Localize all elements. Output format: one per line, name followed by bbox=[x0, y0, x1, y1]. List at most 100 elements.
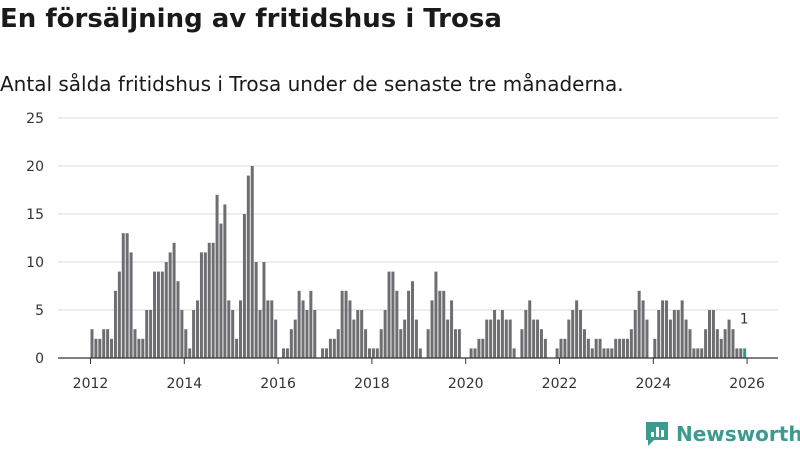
bar bbox=[321, 348, 325, 358]
bar bbox=[610, 348, 614, 358]
brand-name: Newsworthy bbox=[676, 422, 800, 446]
bar bbox=[328, 338, 332, 358]
bar bbox=[133, 329, 137, 358]
bar bbox=[504, 319, 508, 358]
bar bbox=[653, 338, 657, 358]
bar bbox=[356, 310, 360, 358]
bar bbox=[536, 319, 540, 358]
bar bbox=[606, 348, 610, 358]
bar bbox=[250, 166, 254, 358]
bar bbox=[657, 310, 661, 358]
bar bbox=[219, 223, 223, 358]
x-tick-label: 2016 bbox=[260, 376, 296, 392]
bar bbox=[266, 300, 270, 358]
bar bbox=[704, 329, 708, 358]
bar bbox=[567, 319, 571, 358]
x-tick-label: 2012 bbox=[73, 376, 109, 392]
bar bbox=[239, 300, 243, 358]
bar bbox=[539, 329, 543, 358]
bar bbox=[90, 329, 94, 358]
bar bbox=[399, 329, 403, 358]
bar bbox=[731, 329, 735, 358]
y-tick-label: 0 bbox=[35, 351, 44, 367]
bar bbox=[520, 329, 524, 358]
bar bbox=[274, 319, 278, 358]
bar bbox=[559, 338, 563, 358]
bar bbox=[141, 338, 145, 358]
bar bbox=[137, 338, 141, 358]
y-axis-ticks: 0 5 10 15 20 25 bbox=[26, 111, 44, 367]
bar bbox=[586, 338, 590, 358]
x-tick-label: 2020 bbox=[448, 376, 484, 392]
bar bbox=[528, 300, 532, 358]
bar bbox=[129, 252, 133, 358]
bar bbox=[336, 329, 340, 358]
chart-title: En försäljning av fritidshus i Trosa bbox=[0, 4, 502, 34]
bar bbox=[168, 252, 172, 358]
bar bbox=[145, 310, 149, 358]
bar bbox=[410, 281, 414, 358]
bar bbox=[637, 290, 641, 358]
bar bbox=[215, 194, 219, 358]
bar bbox=[211, 242, 215, 358]
bar bbox=[469, 348, 473, 358]
bar bbox=[481, 338, 485, 358]
bar bbox=[598, 338, 602, 358]
bar bbox=[188, 348, 192, 358]
y-tick-label: 20 bbox=[26, 159, 44, 175]
x-tick-label: 2024 bbox=[635, 376, 671, 392]
bar bbox=[661, 300, 665, 358]
bar bbox=[602, 348, 606, 358]
bar bbox=[473, 348, 477, 358]
bar bbox=[442, 290, 446, 358]
bar bbox=[332, 338, 336, 358]
bar bbox=[305, 310, 309, 358]
bar bbox=[633, 310, 637, 358]
x-tick-label: 2026 bbox=[729, 376, 765, 392]
y-tick-label: 15 bbox=[26, 207, 44, 223]
bar bbox=[379, 329, 383, 358]
bar bbox=[258, 310, 262, 358]
bar bbox=[407, 290, 411, 358]
bar bbox=[203, 252, 207, 358]
bar bbox=[512, 348, 516, 358]
bar bbox=[325, 348, 328, 358]
bar bbox=[297, 290, 301, 358]
bar bbox=[235, 338, 239, 358]
bar bbox=[618, 338, 622, 358]
bar bbox=[493, 310, 497, 358]
x-tick-label: 2014 bbox=[166, 376, 202, 392]
y-tick-label: 10 bbox=[26, 255, 44, 271]
bars bbox=[90, 166, 747, 358]
bar bbox=[196, 300, 200, 358]
bar bbox=[106, 329, 110, 358]
bar bbox=[715, 329, 719, 358]
bar bbox=[117, 271, 121, 358]
bar bbox=[426, 329, 430, 358]
bar bbox=[711, 310, 715, 358]
bar bbox=[563, 338, 567, 358]
bar bbox=[149, 310, 153, 358]
bar bbox=[719, 338, 723, 358]
bar bbox=[625, 338, 629, 358]
bar bbox=[485, 319, 489, 358]
bar bbox=[708, 310, 712, 358]
bar bbox=[680, 300, 684, 358]
bar bbox=[344, 290, 348, 358]
bar bbox=[223, 204, 227, 358]
bar bbox=[383, 310, 387, 358]
bar bbox=[94, 338, 98, 358]
bar bbox=[387, 271, 391, 358]
chart-subtitle: Antal sålda fritidshus i Trosa under de … bbox=[0, 72, 624, 96]
bar bbox=[582, 329, 586, 358]
bar bbox=[113, 290, 117, 358]
bar bbox=[692, 348, 696, 358]
bar bbox=[590, 348, 594, 358]
x-tick-label: 2018 bbox=[354, 376, 390, 392]
bar bbox=[348, 300, 352, 358]
bar bbox=[242, 214, 246, 358]
bar bbox=[403, 319, 407, 358]
bar bbox=[364, 329, 368, 358]
bar bbox=[508, 319, 512, 358]
